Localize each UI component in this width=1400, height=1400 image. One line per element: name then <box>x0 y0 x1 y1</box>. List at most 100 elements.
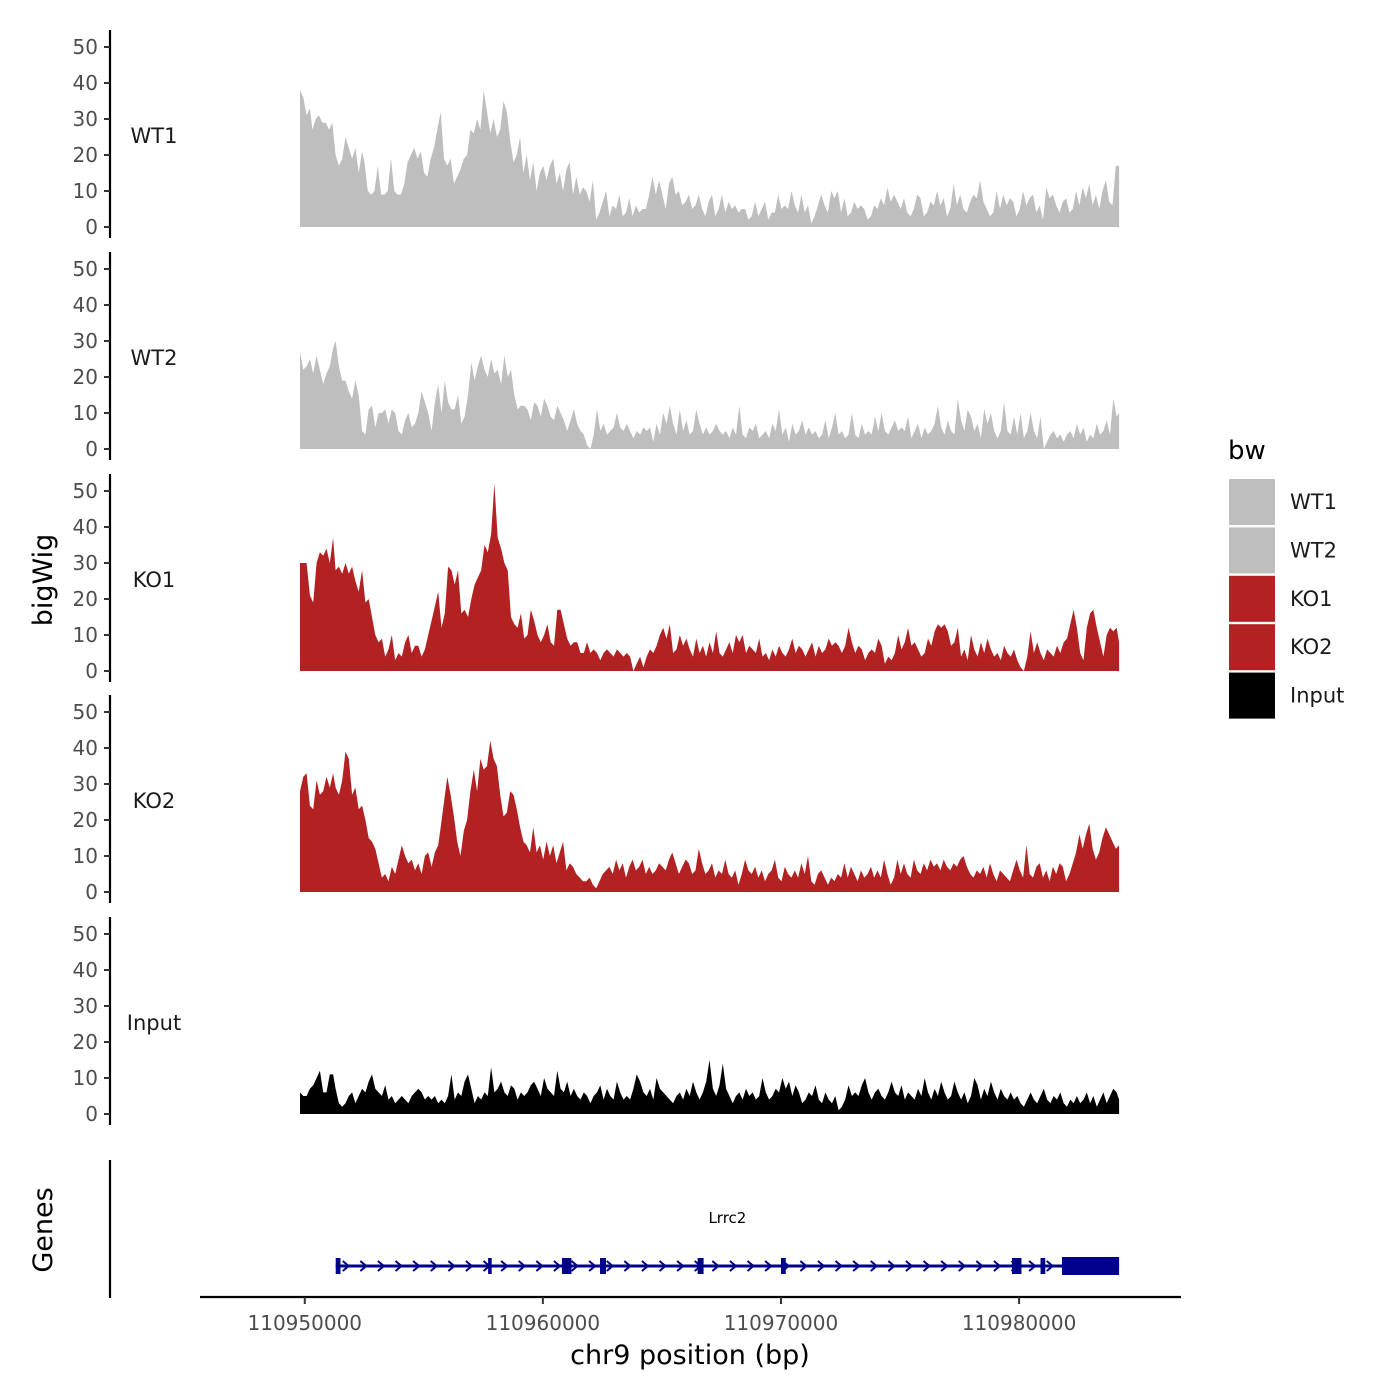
strand-chevron <box>518 1260 527 1272</box>
y-tick-label: 20 <box>73 143 98 167</box>
strand-chevron <box>746 1260 756 1272</box>
genes-panel: Lrrc2 <box>108 1160 1120 1298</box>
x-tick-label: 110950000 <box>248 1311 363 1335</box>
y-tick-label: 10 <box>73 623 98 647</box>
strand-chevron <box>342 1260 351 1272</box>
strand-chevron <box>377 1260 386 1272</box>
track-label: WT2 <box>131 346 178 370</box>
y-tick-label: 0 <box>85 880 98 904</box>
track-wt2: 0 10 20 30 40 50 WT2 <box>73 252 1120 461</box>
y-tick-label: 40 <box>73 71 98 95</box>
strand-chevron <box>940 1260 949 1272</box>
strand-chevron <box>412 1260 421 1272</box>
strand-chevron <box>729 1260 738 1272</box>
gene-lrrc2: Lrrc2 <box>335 1209 1120 1275</box>
strand-chevron <box>641 1260 650 1272</box>
y-tick-label: 20 <box>73 587 98 611</box>
legend: bw WT1 WT2 KO1 KO2 Input <box>1228 436 1344 719</box>
strand-chevron <box>359 1260 368 1272</box>
strand-chevron <box>975 1260 984 1272</box>
gene-exon <box>1011 1258 1022 1274</box>
x-axis: 110950000 110960000 110970000 110980000 <box>200 1295 1181 1335</box>
y-tick-label: 50 <box>73 479 98 503</box>
strand-chevron <box>834 1260 844 1272</box>
strand-chevron <box>922 1260 932 1272</box>
gene-exon <box>488 1258 492 1274</box>
y-tick-label: 0 <box>85 1102 98 1126</box>
strand-chevron <box>958 1260 967 1272</box>
strand-chevron <box>394 1260 404 1272</box>
legend-key-ko1 <box>1229 575 1275 622</box>
strand-chevron <box>465 1260 474 1272</box>
strand-chevron <box>535 1260 544 1272</box>
strand-chevron <box>553 1260 562 1272</box>
y-axis-title: bigWig <box>28 534 59 627</box>
strand-chevron <box>764 1260 773 1272</box>
strand-chevron <box>1046 1260 1055 1272</box>
y-tick-label: 40 <box>73 736 98 760</box>
track-label: KO2 <box>133 789 176 813</box>
legend-label: KO1 <box>1290 587 1333 611</box>
y-tick-label: 0 <box>85 437 98 461</box>
strand-chevron <box>852 1260 861 1272</box>
x-tick-label: 110960000 <box>486 1311 601 1335</box>
strand-chevron <box>623 1260 632 1272</box>
legend-label: WT2 <box>1290 538 1337 562</box>
strand-chevron <box>570 1260 580 1272</box>
y-tick-label: 50 <box>73 700 98 724</box>
track-label: Input <box>127 1011 181 1035</box>
gene-exon <box>780 1258 786 1274</box>
legend-label: Input <box>1290 684 1344 708</box>
y-tick-label: 20 <box>73 365 98 389</box>
x-tick-label: 110970000 <box>724 1311 839 1335</box>
y-tick-label: 50 <box>73 35 98 59</box>
x-axis-title: chr9 position (bp) <box>570 1340 810 1371</box>
track-label: WT1 <box>131 124 178 148</box>
y-tick-label: 50 <box>73 922 98 946</box>
strand-chevron <box>870 1260 879 1272</box>
genes-axis-title: Genes <box>28 1187 59 1272</box>
strand-chevron <box>658 1260 668 1272</box>
gene-label: Lrrc2 <box>708 1209 746 1227</box>
y-tick-label: 30 <box>73 994 98 1018</box>
legend-label: WT1 <box>1290 490 1337 514</box>
y-tick-label: 20 <box>73 1030 98 1054</box>
coverage-area-wt1 <box>300 90 1120 227</box>
y-tick-label: 40 <box>73 515 98 539</box>
strand-chevron <box>887 1260 896 1272</box>
strand-chevron <box>1028 1260 1037 1272</box>
coverage-tracks: 0 10 20 30 40 50 WT1 0 10 20 30 40 50 WT2 0 10 20 30 40 50 K… <box>73 30 1120 1126</box>
coverage-area-ko2 <box>300 740 1120 892</box>
y-tick-label: 0 <box>85 215 98 239</box>
y-tick-label: 30 <box>73 772 98 796</box>
legend-label: KO2 <box>1290 635 1333 659</box>
y-tick-label: 10 <box>73 844 98 868</box>
track-input: 0 10 20 30 40 50 Input <box>73 917 1120 1126</box>
strand-chevron <box>676 1260 685 1272</box>
legend-key-wt1 <box>1229 479 1275 525</box>
strand-chevron <box>606 1260 615 1272</box>
track-wt1: 0 10 20 30 40 50 WT1 <box>73 30 1120 239</box>
gene-exon <box>1040 1258 1046 1274</box>
strand-chevron <box>799 1260 808 1272</box>
strand-chevron <box>817 1260 826 1272</box>
strand-chevron <box>430 1260 439 1272</box>
y-tick-label: 30 <box>73 329 98 353</box>
gene-exon <box>697 1258 704 1274</box>
track-ko1: 0 10 20 30 40 50 KO1 <box>73 474 1120 683</box>
coverage-area-input <box>300 1060 1120 1114</box>
y-tick-label: 30 <box>73 551 98 575</box>
y-tick-label: 20 <box>73 808 98 832</box>
track-ko2: 0 10 20 30 40 50 KO2 <box>73 695 1120 904</box>
gene-exon <box>561 1258 572 1274</box>
x-tick-label: 110980000 <box>962 1311 1077 1335</box>
legend-key-input <box>1229 672 1275 719</box>
gene-exon <box>600 1258 606 1274</box>
strand-chevron <box>905 1260 914 1272</box>
legend-title: bw <box>1228 436 1266 466</box>
gene-utr-block <box>1061 1257 1120 1275</box>
strand-chevron <box>588 1260 597 1272</box>
y-tick-label: 10 <box>73 1066 98 1090</box>
strand-chevron <box>500 1260 509 1272</box>
